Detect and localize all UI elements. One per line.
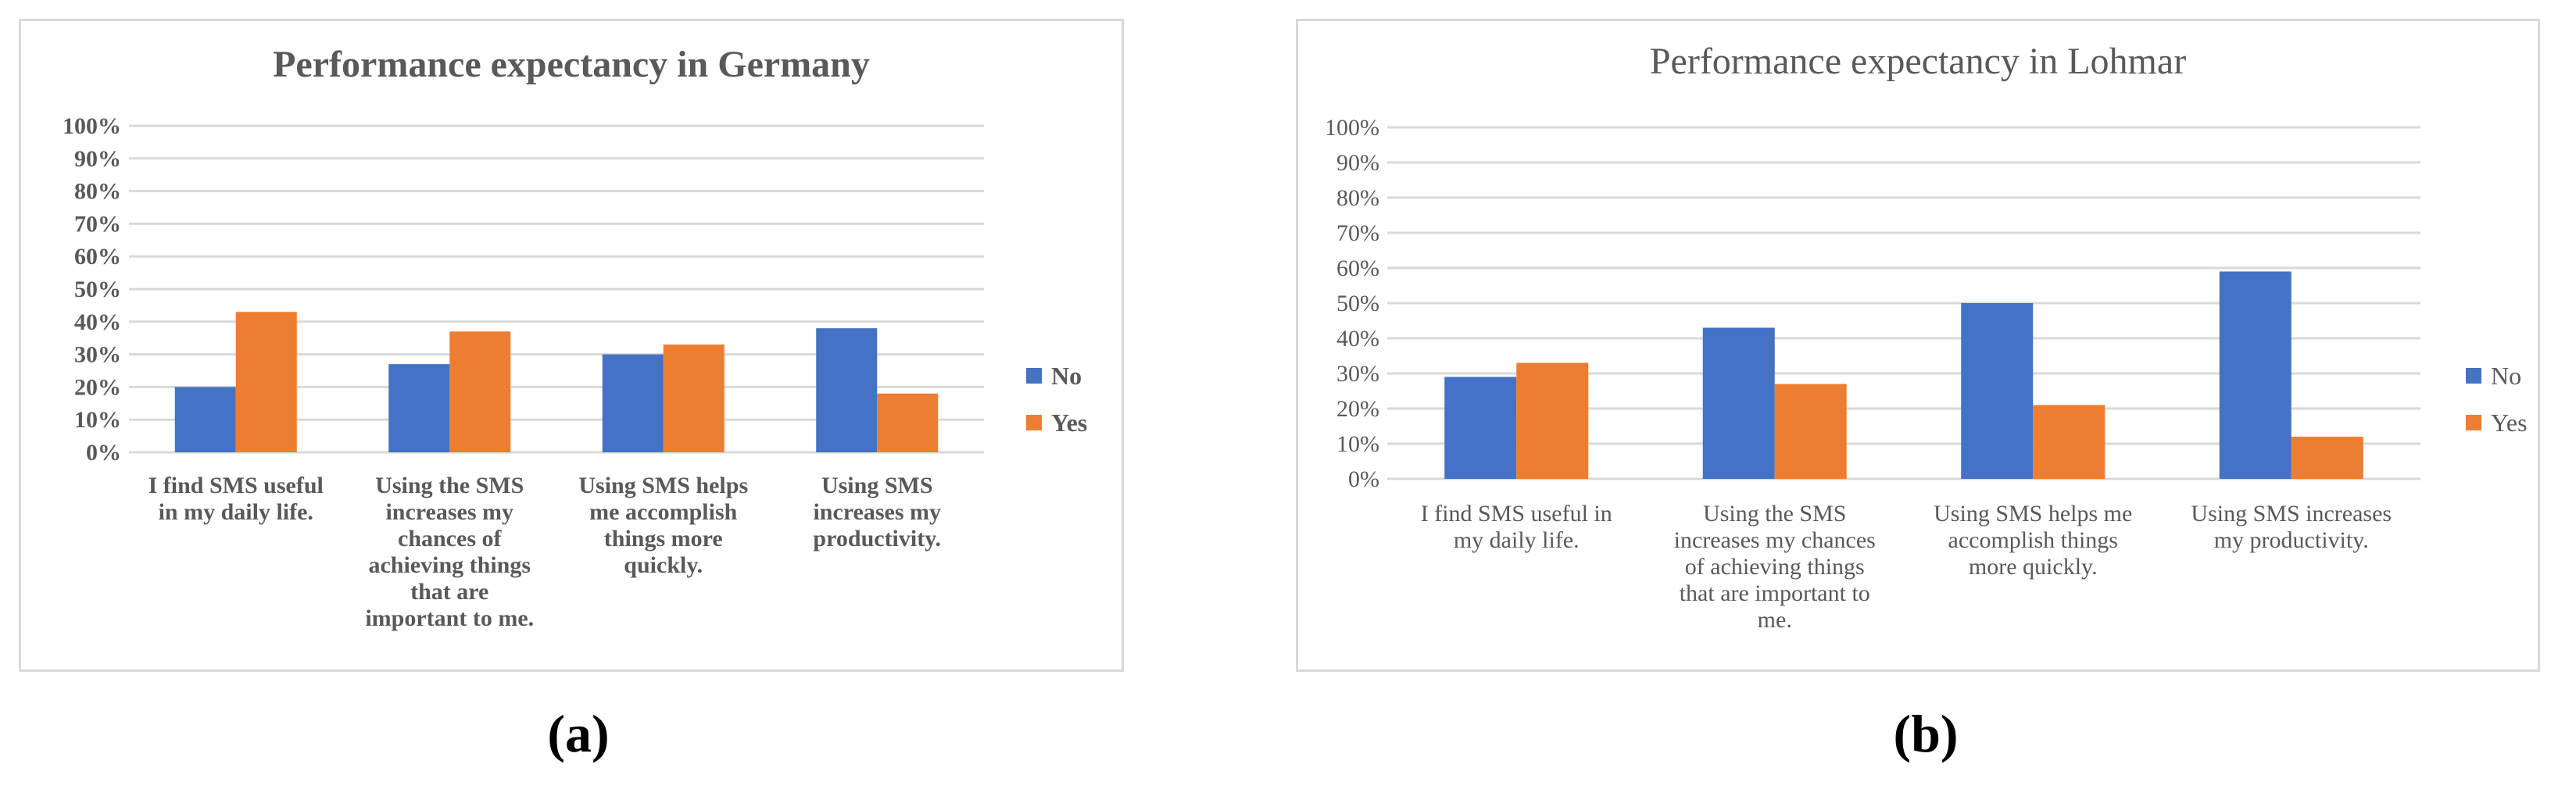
bar-yes xyxy=(235,312,297,452)
x-category-label: Using the SMS xyxy=(375,473,524,498)
bar-yes xyxy=(1516,362,1589,479)
x-category-label: I find SMS useful xyxy=(148,473,324,498)
y-tick-label: 100% xyxy=(1325,115,1379,141)
legend-swatch-yes xyxy=(2466,415,2481,430)
bar-yes xyxy=(449,331,511,452)
x-category-label: achieving things xyxy=(368,552,531,578)
bar-yes xyxy=(2291,437,2363,479)
y-tick-label: 30% xyxy=(1336,361,1379,387)
bar-yes xyxy=(2033,405,2106,479)
y-tick-label: 50% xyxy=(74,277,121,302)
y-tick-label: 70% xyxy=(1336,220,1379,246)
x-category-label: accomplish things xyxy=(1948,527,2118,553)
chart-panel-germany: Performance expectancy in Germany 0% 10% 2… xyxy=(19,19,1124,672)
chart-title: Performance expectancy in Lohmar xyxy=(1649,41,2187,82)
y-tick-label: 0% xyxy=(86,440,121,466)
legend-item-no: No xyxy=(1026,352,1087,399)
legend-label-no: No xyxy=(2491,361,2522,390)
x-category-label: I find SMS useful in xyxy=(1421,501,1612,527)
x-category-label: of achieving things xyxy=(1685,554,1865,580)
x-category-label: important to me. xyxy=(365,605,534,631)
y-tick-label: 10% xyxy=(74,407,121,433)
legend-item-yes: Yes xyxy=(1026,399,1087,446)
legend-label-yes: Yes xyxy=(2491,408,2528,437)
y-tick-label: 20% xyxy=(74,374,121,400)
x-category-label: productivity. xyxy=(813,526,941,552)
x-category-label: Using SMS increases xyxy=(2191,501,2392,527)
bar-no xyxy=(816,328,878,452)
y-tick-label: 60% xyxy=(1336,255,1379,281)
figure-caption-a: (a) xyxy=(547,704,610,763)
legend-item-yes: Yes xyxy=(2466,399,2528,446)
y-tick-label: 40% xyxy=(1336,326,1379,352)
bar-no xyxy=(2219,271,2292,479)
bar-yes xyxy=(1774,384,1847,479)
x-category-label: Using SMS helps me xyxy=(1934,501,2132,527)
bar-yes xyxy=(663,345,724,452)
x-category-label: my productivity. xyxy=(2214,527,2369,553)
chart-legend: No Yes xyxy=(2466,352,2528,446)
y-tick-label: 90% xyxy=(74,146,121,172)
x-category-label: Using the SMS xyxy=(1703,501,1846,527)
y-tick-label: 30% xyxy=(74,342,121,368)
legend-swatch-no xyxy=(1026,368,1042,384)
bar-yes xyxy=(877,393,939,452)
x-category-label: in my daily life. xyxy=(159,499,313,525)
x-category-label: chances of xyxy=(398,526,502,552)
y-tick-label: 80% xyxy=(1336,185,1379,211)
x-category-label: quickly. xyxy=(624,552,703,578)
x-category-label: increases my chances xyxy=(1674,527,1876,553)
x-category-label: increases my xyxy=(813,499,941,525)
bar-no xyxy=(388,364,450,452)
y-tick-label: 100% xyxy=(63,113,121,139)
bar-no xyxy=(602,354,664,452)
bar-no xyxy=(1702,327,1775,479)
y-tick-label: 70% xyxy=(74,211,121,237)
y-tick-label: 40% xyxy=(74,309,121,335)
bar-no xyxy=(174,387,236,452)
legend-label-no: No xyxy=(1051,361,1082,390)
chart-panel-lohmar: Performance expectancy in Lohmar 0% 10% 20… xyxy=(1296,19,2540,672)
legend-swatch-no xyxy=(2466,368,2481,384)
chart-plot-germany: 0% 10% 20% 30% 40% 50% 60% 70% 80% 90% 100% I find … xyxy=(63,113,984,631)
x-category-label: more quickly. xyxy=(1969,554,2098,580)
legend-swatch-yes xyxy=(1026,415,1042,430)
y-tick-label: 20% xyxy=(1336,396,1379,422)
bar-no xyxy=(1444,377,1517,479)
x-category-label: increases my xyxy=(385,499,513,525)
x-category-label: me. xyxy=(1758,607,1792,633)
x-category-label: Using SMS helps xyxy=(578,473,748,498)
x-category-label: me accomplish xyxy=(589,499,737,525)
legend-item-no: No xyxy=(2466,352,2528,399)
chart-plot-lohmar: 0% 10% 20% 30% 40% 50% 60% 70% 80% 90% 100% I find … xyxy=(1325,115,2420,633)
figure-caption-b: (b) xyxy=(1893,704,1959,763)
y-tick-label: 10% xyxy=(1336,431,1379,457)
x-category-label: Using SMS xyxy=(821,473,933,498)
chart-legend: No Yes xyxy=(1026,352,1087,446)
y-tick-label: 0% xyxy=(1348,466,1379,492)
y-tick-label: 50% xyxy=(1336,291,1379,316)
bar-no xyxy=(1961,303,2034,479)
x-category-label: that are important to xyxy=(1680,580,1870,606)
x-category-label: things more xyxy=(604,526,723,552)
chart-title: Performance expectancy in Germany xyxy=(273,44,870,85)
y-tick-label: 90% xyxy=(1336,150,1379,176)
legend-label-yes: Yes xyxy=(1051,408,1088,437)
y-tick-label: 80% xyxy=(74,179,121,205)
y-tick-label: 60% xyxy=(74,244,121,270)
x-category-label: that are xyxy=(410,579,488,605)
x-category-label: my daily life. xyxy=(1454,527,1580,553)
